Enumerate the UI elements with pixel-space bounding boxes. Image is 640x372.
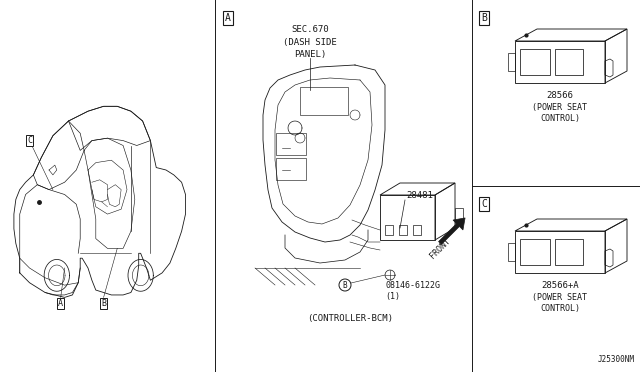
Bar	[515, 231, 605, 273]
Text: FRONT: FRONT	[428, 236, 452, 260]
Text: 08146-6122G: 08146-6122G	[385, 280, 440, 289]
Bar	[520, 239, 550, 265]
Bar	[300, 87, 348, 115]
Text: CONTROL): CONTROL)	[540, 304, 580, 313]
Text: B: B	[342, 280, 348, 289]
Text: J25300NM: J25300NM	[598, 355, 635, 364]
Bar	[276, 158, 306, 180]
Bar	[508, 243, 515, 261]
Bar	[385, 225, 393, 235]
Bar	[399, 225, 407, 235]
Text: 28481: 28481	[406, 190, 433, 199]
Bar	[276, 133, 306, 155]
Bar	[508, 53, 515, 71]
Bar	[555, 49, 583, 75]
Text: (DASH SIDE: (DASH SIDE	[283, 38, 337, 46]
Text: (POWER SEAT: (POWER SEAT	[532, 293, 588, 302]
Bar	[455, 208, 463, 223]
Text: SEC.670: SEC.670	[291, 26, 329, 35]
Text: 28566+A: 28566+A	[541, 281, 579, 290]
Text: C: C	[481, 199, 487, 209]
Bar	[555, 239, 583, 265]
Bar	[413, 225, 421, 235]
Text: (1): (1)	[385, 292, 400, 301]
Bar	[515, 41, 605, 83]
Text: (POWER SEAT: (POWER SEAT	[532, 103, 588, 112]
Text: B: B	[481, 13, 487, 23]
Bar	[380, 195, 435, 240]
Bar	[520, 49, 550, 75]
Text: PANEL): PANEL)	[294, 49, 326, 58]
Text: A: A	[225, 13, 231, 23]
Text: 28566: 28566	[547, 91, 573, 100]
Text: CONTROL): CONTROL)	[540, 114, 580, 123]
Text: A: A	[58, 299, 63, 308]
Text: (CONTROLLER-BCM): (CONTROLLER-BCM)	[307, 314, 393, 323]
Text: B: B	[101, 299, 106, 308]
FancyArrow shape	[438, 218, 465, 244]
Text: C: C	[27, 136, 32, 145]
